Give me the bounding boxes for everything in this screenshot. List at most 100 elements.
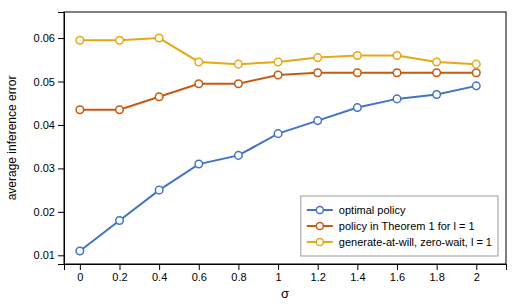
tick: 0.05	[34, 76, 64, 88]
tick-mark	[437, 264, 438, 270]
tick: 0.04	[34, 119, 64, 131]
tick-mark	[119, 264, 120, 270]
point	[433, 91, 441, 99]
point	[314, 69, 322, 77]
point	[76, 36, 84, 44]
tick-mark	[58, 168, 64, 169]
point	[235, 80, 243, 88]
tick-mark	[238, 264, 239, 270]
point	[393, 52, 401, 60]
point	[433, 58, 441, 66]
legend-marker	[316, 238, 323, 245]
legend-marker	[316, 206, 323, 213]
point	[195, 80, 203, 88]
tick-label: 1.4	[350, 271, 365, 283]
x-axis-title: σ	[281, 286, 289, 301]
tick-label: 0.03	[34, 162, 55, 174]
tick-label: 0.8	[231, 271, 246, 283]
tick-label: 0.4	[152, 271, 167, 283]
legend-item: optimal policy	[307, 204, 406, 216]
point	[116, 217, 124, 225]
tick-mark	[397, 264, 398, 270]
tick-label: 1	[276, 271, 282, 283]
tick: 2	[474, 264, 480, 283]
tick: 0.8	[231, 264, 246, 283]
tick-label: 1.2	[311, 271, 326, 283]
point	[472, 82, 480, 90]
point	[472, 60, 480, 68]
tick-label: 0.2	[112, 271, 127, 283]
x-axis: 0 0.2 0.4 0.6 0.8 1 1.2 1.4 1.6 1.8 2	[65, 264, 507, 283]
legend-item: policy in Theorem 1 for l = 1	[307, 220, 475, 232]
point	[235, 60, 243, 68]
tick: 1.6	[390, 264, 405, 283]
marks	[76, 34, 480, 254]
point	[76, 247, 84, 255]
legend-label: generate-at-will, zero-wait, l = 1	[339, 236, 492, 248]
tick-mark	[199, 264, 200, 270]
point	[116, 36, 124, 44]
tick-mark	[58, 255, 64, 256]
tick: 0.06	[34, 32, 64, 44]
tick-mark	[278, 264, 279, 270]
y-axis: 0.010.020.030.040.050.06	[34, 13, 65, 265]
legend-label: optimal policy	[339, 204, 406, 216]
tick: 1.2	[311, 264, 326, 283]
tick-mark	[58, 38, 64, 39]
plot: 00.20.40.60.811.21.41.61.820.010.020.030…	[34, 12, 507, 283]
tick-mark	[357, 264, 358, 270]
line	[80, 86, 476, 251]
series	[76, 82, 480, 255]
point	[274, 130, 282, 138]
point	[433, 69, 441, 77]
tick-mark	[58, 82, 64, 83]
point	[393, 95, 401, 103]
series	[76, 69, 480, 114]
legend-marker	[316, 222, 323, 229]
chart: 00.20.40.60.811.21.41.61.820.010.020.030…	[0, 0, 520, 306]
tick-mark	[58, 212, 64, 213]
legend-label: policy in Theorem 1 for l = 1	[339, 220, 475, 232]
tick: 0.02	[34, 206, 64, 218]
tick-label: 0.04	[34, 119, 55, 131]
point	[195, 160, 203, 168]
point	[472, 69, 480, 77]
y-axis-title: average inference error	[5, 76, 19, 201]
point	[354, 52, 362, 60]
tick-label: 0.02	[34, 206, 55, 218]
point	[314, 117, 322, 125]
tick-mark	[159, 264, 160, 270]
tick-label: 0.06	[34, 32, 55, 44]
point	[155, 186, 163, 194]
y-axis-line	[58, 13, 65, 265]
tick: 0.6	[192, 264, 207, 283]
point	[274, 71, 282, 79]
series	[76, 34, 480, 68]
point	[116, 106, 124, 114]
tick: 1.4	[350, 264, 365, 283]
legend-item: generate-at-will, zero-wait, l = 1	[307, 236, 492, 248]
tick: 1	[276, 264, 282, 283]
tick: 0.03	[34, 162, 64, 174]
tick-label: 0	[77, 271, 83, 283]
tick-label: 0.6	[192, 271, 207, 283]
tick-mark	[80, 264, 81, 270]
tick-mark	[58, 125, 64, 126]
point	[235, 152, 243, 160]
point	[314, 54, 322, 62]
point	[155, 93, 163, 101]
point	[393, 69, 401, 77]
tick-label: 0.05	[34, 76, 55, 88]
tick-mark	[476, 264, 477, 270]
legend: optimal policy policy in Theorem 1 for l …	[301, 196, 498, 256]
tick-label: 1.8	[429, 271, 444, 283]
point	[354, 69, 362, 77]
tick-mark	[318, 264, 319, 270]
point	[354, 104, 362, 112]
tick-label: 1.6	[390, 271, 405, 283]
plot-frame	[64, 12, 506, 264]
tick: 0	[77, 264, 83, 283]
point	[274, 58, 282, 66]
legend-box	[301, 196, 498, 256]
point	[155, 34, 163, 42]
